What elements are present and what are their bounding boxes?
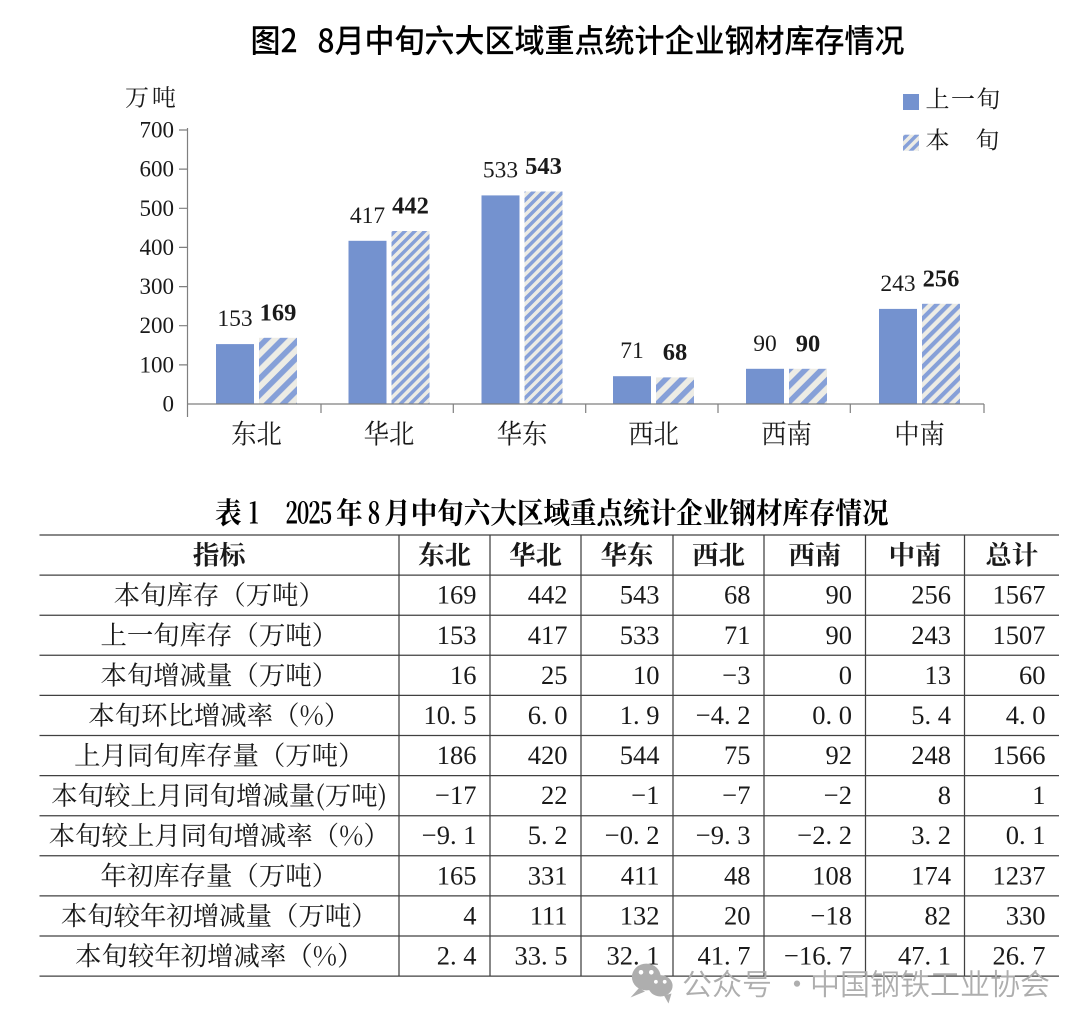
- svg-text:200: 200: [140, 313, 175, 338]
- svg-text:20: 20: [724, 901, 751, 931]
- svg-text:533: 533: [483, 157, 518, 183]
- svg-text:700: 700: [140, 118, 175, 143]
- svg-text:25: 25: [541, 660, 568, 690]
- svg-text:132: 132: [620, 901, 660, 931]
- svg-text:169: 169: [437, 580, 477, 610]
- svg-text:243: 243: [911, 620, 951, 650]
- svg-text:−3: −3: [722, 660, 750, 690]
- svg-text:153: 153: [437, 620, 477, 650]
- svg-text:1566: 1566: [993, 740, 1046, 770]
- svg-text:92: 92: [826, 740, 853, 770]
- svg-text:−2: −2: [824, 780, 852, 810]
- svg-text:−18: −18: [811, 901, 852, 931]
- svg-text:5. 4: 5. 4: [911, 700, 951, 730]
- svg-text:256: 256: [911, 580, 951, 610]
- svg-text:71: 71: [620, 338, 644, 364]
- svg-text:1567: 1567: [993, 580, 1046, 610]
- svg-text:543: 543: [525, 153, 562, 180]
- svg-text:16: 16: [450, 660, 477, 690]
- svg-text:−9. 3: −9. 3: [696, 820, 751, 850]
- svg-text:0. 0: 0. 0: [812, 700, 852, 730]
- svg-text:26. 7: 26. 7: [993, 941, 1046, 971]
- svg-text:6. 0: 6. 0: [528, 700, 568, 730]
- svg-text:417: 417: [350, 203, 386, 229]
- svg-text:533: 533: [620, 620, 660, 650]
- svg-text:0: 0: [839, 660, 852, 690]
- svg-text:600: 600: [140, 157, 175, 182]
- svg-text:75: 75: [724, 740, 751, 770]
- svg-text:1: 1: [1032, 780, 1045, 810]
- svg-text:68: 68: [663, 339, 688, 366]
- svg-text:108: 108: [812, 860, 852, 890]
- svg-text:248: 248: [911, 740, 951, 770]
- svg-text:41. 7: 41. 7: [698, 941, 751, 971]
- svg-text:411: 411: [621, 860, 660, 890]
- svg-text:169: 169: [260, 299, 297, 326]
- svg-text:300: 300: [140, 274, 175, 299]
- svg-text:4: 4: [463, 901, 476, 931]
- svg-text:1507: 1507: [993, 620, 1046, 650]
- svg-text:544: 544: [620, 740, 660, 770]
- svg-text:4. 0: 4. 0: [1006, 700, 1046, 730]
- svg-text:−16. 7: −16. 7: [784, 941, 852, 971]
- svg-text:3. 2: 3. 2: [911, 820, 951, 850]
- svg-text:330: 330: [1006, 901, 1046, 931]
- svg-text:47. 1: 47. 1: [898, 941, 951, 971]
- svg-text:543: 543: [620, 580, 660, 610]
- svg-text:400: 400: [140, 235, 175, 260]
- svg-text:71: 71: [724, 620, 751, 650]
- svg-text:417: 417: [528, 620, 568, 650]
- svg-text:111: 111: [530, 901, 568, 931]
- svg-text:−7: −7: [722, 780, 750, 810]
- svg-text:331: 331: [528, 860, 568, 890]
- svg-text:243: 243: [880, 271, 915, 297]
- svg-text:90: 90: [796, 330, 821, 357]
- svg-text:500: 500: [140, 196, 175, 221]
- svg-text:1237: 1237: [993, 860, 1046, 890]
- svg-text:10: 10: [633, 660, 660, 690]
- svg-text:442: 442: [528, 580, 568, 610]
- svg-text:2. 4: 2. 4: [437, 941, 477, 971]
- svg-text:5. 2: 5. 2: [528, 820, 568, 850]
- svg-text:60: 60: [1019, 660, 1046, 690]
- svg-text:48: 48: [724, 860, 751, 890]
- svg-text:−4. 2: −4. 2: [696, 700, 751, 730]
- svg-text:82: 82: [925, 901, 952, 931]
- svg-text:13: 13: [925, 660, 952, 690]
- svg-text:−17: −17: [435, 780, 476, 810]
- svg-text:100: 100: [140, 352, 175, 377]
- svg-text:174: 174: [911, 860, 951, 890]
- svg-text:−2. 2: −2. 2: [797, 820, 852, 850]
- svg-text:33. 5: 33. 5: [515, 941, 568, 971]
- svg-text:420: 420: [528, 740, 568, 770]
- svg-text:90: 90: [826, 620, 853, 650]
- svg-text:−9. 1: −9. 1: [422, 820, 477, 850]
- svg-text:1. 9: 1. 9: [620, 700, 660, 730]
- svg-text:0. 1: 0. 1: [1006, 820, 1046, 850]
- svg-text:90: 90: [753, 331, 777, 357]
- svg-text:186: 186: [437, 740, 477, 770]
- svg-text:10. 5: 10. 5: [424, 700, 477, 730]
- svg-text:153: 153: [217, 306, 252, 332]
- svg-text:90: 90: [826, 580, 853, 610]
- svg-text:442: 442: [392, 193, 429, 220]
- svg-text:22: 22: [541, 780, 568, 810]
- svg-text:−1: −1: [631, 780, 659, 810]
- svg-text:256: 256: [923, 265, 960, 292]
- svg-text:−0. 2: −0. 2: [605, 820, 660, 850]
- svg-text:165: 165: [437, 860, 477, 890]
- svg-text:0: 0: [163, 392, 175, 417]
- svg-text:8: 8: [938, 780, 951, 810]
- svg-text:68: 68: [724, 580, 751, 610]
